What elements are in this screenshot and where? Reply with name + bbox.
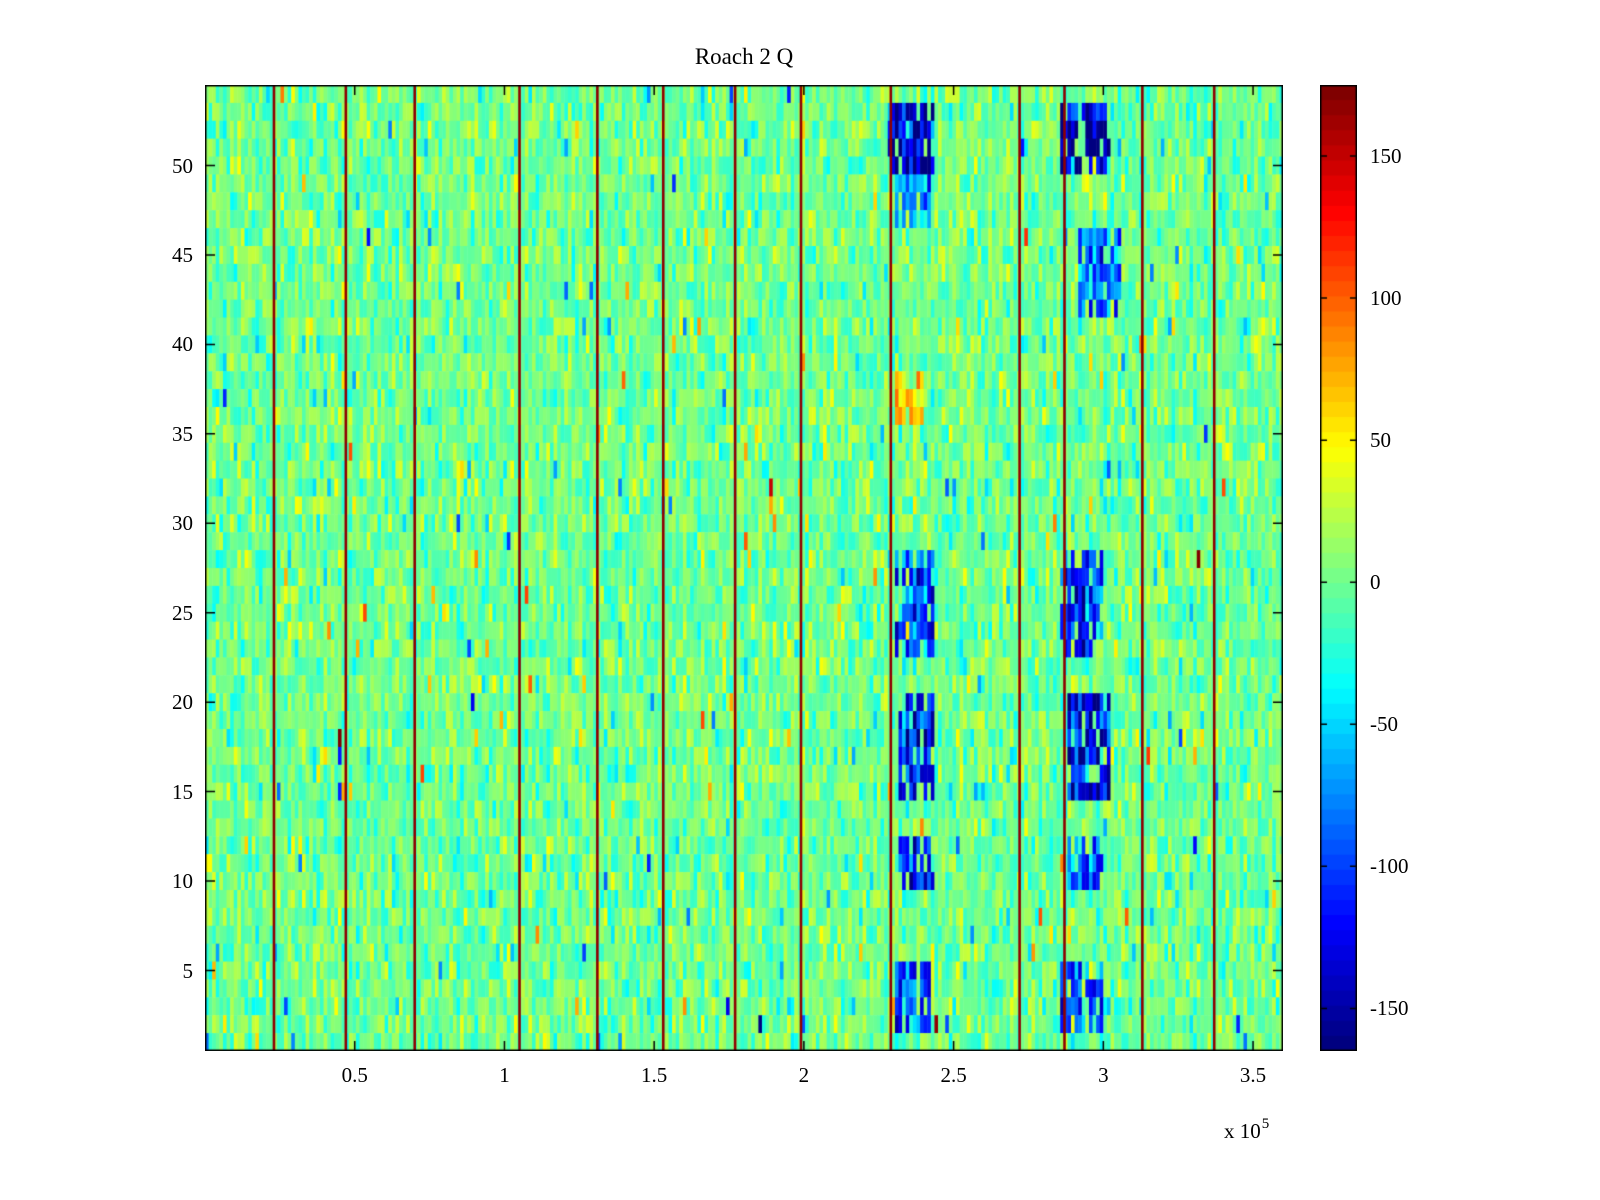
x-axis-multiplier-base: x 10 — [1224, 1119, 1261, 1143]
x-tick-label: 2 — [798, 1063, 810, 1087]
x-tick-label: 2.5 — [940, 1063, 967, 1087]
x-tick-label: 3 — [1098, 1063, 1109, 1087]
heatmap-canvas — [205, 85, 1283, 1051]
y-tick-label: 5 — [182, 958, 194, 983]
x-axis-multiplier-exponent: 5 — [1261, 1116, 1270, 1132]
chart-title: Roach 2 Q — [694, 44, 794, 69]
x-tick-label: 1 — [499, 1063, 510, 1087]
x-tick-label: 1.5 — [641, 1063, 668, 1087]
colorbar-tick-label: -50 — [1370, 712, 1398, 737]
y-tick-label: 40 — [172, 332, 193, 357]
y-tick-label: 30 — [172, 511, 193, 536]
colorbar-tick-label: 50 — [1370, 428, 1391, 453]
y-tick-label: 35 — [172, 421, 193, 446]
x-tick-label: 0.5 — [341, 1063, 368, 1087]
y-tick-label: 25 — [172, 600, 193, 625]
y-tick-label: 50 — [172, 153, 193, 178]
y-tick-label: 10 — [172, 869, 193, 894]
y-tick-label: 15 — [172, 779, 193, 804]
colorbar-tick-label: -100 — [1370, 854, 1409, 879]
colorbar-tick-label: 150 — [1370, 144, 1402, 169]
y-tick-label: 20 — [172, 690, 193, 715]
y-tick-label: 45 — [172, 242, 193, 267]
colorbar-tick-label: -150 — [1370, 996, 1409, 1021]
colorbar-canvas — [1320, 85, 1357, 1051]
x-axis-multiplier: x 105 — [1224, 1116, 1270, 1144]
colorbar-tick-label: 0 — [1370, 570, 1381, 595]
colorbar-tick-label: 100 — [1370, 286, 1402, 311]
x-tick-label: 3.5 — [1239, 1063, 1267, 1087]
